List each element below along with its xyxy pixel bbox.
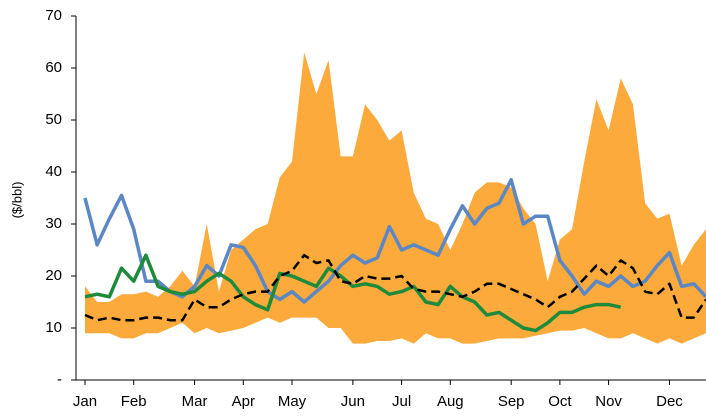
x-tick-label: Apr [232, 393, 255, 410]
x-tick-label: Jul [392, 393, 411, 410]
x-tick-label: Dec [656, 393, 683, 410]
x-tick-label: Jan [73, 393, 97, 410]
y-axis-label: ($/bbl) [9, 182, 24, 219]
x-tick-label: Sep [498, 393, 525, 410]
y-tick-label: - [57, 371, 62, 388]
x-tick-label: Mar [182, 393, 208, 410]
y-tick-label: 70 [45, 7, 62, 24]
y-tick-label: 50 [45, 111, 62, 128]
y-tick-label: 30 [45, 215, 62, 232]
y-tick-label: 60 [45, 59, 62, 76]
series-line [84, 253, 622, 333]
y-tick-label: 40 [45, 163, 62, 180]
x-tick-label: Jun [341, 393, 365, 410]
x-tick-label: Nov [595, 393, 622, 410]
series-line [84, 253, 706, 322]
y-tick-label: 20 [45, 267, 62, 284]
y-tick-label: 10 [45, 319, 62, 336]
range-band [85, 52, 706, 344]
x-tick-label: May [278, 393, 307, 410]
x-tick-label: Feb [121, 393, 147, 410]
x-tick-label: Aug [437, 393, 464, 410]
x-tick-label: Oct [548, 393, 572, 410]
